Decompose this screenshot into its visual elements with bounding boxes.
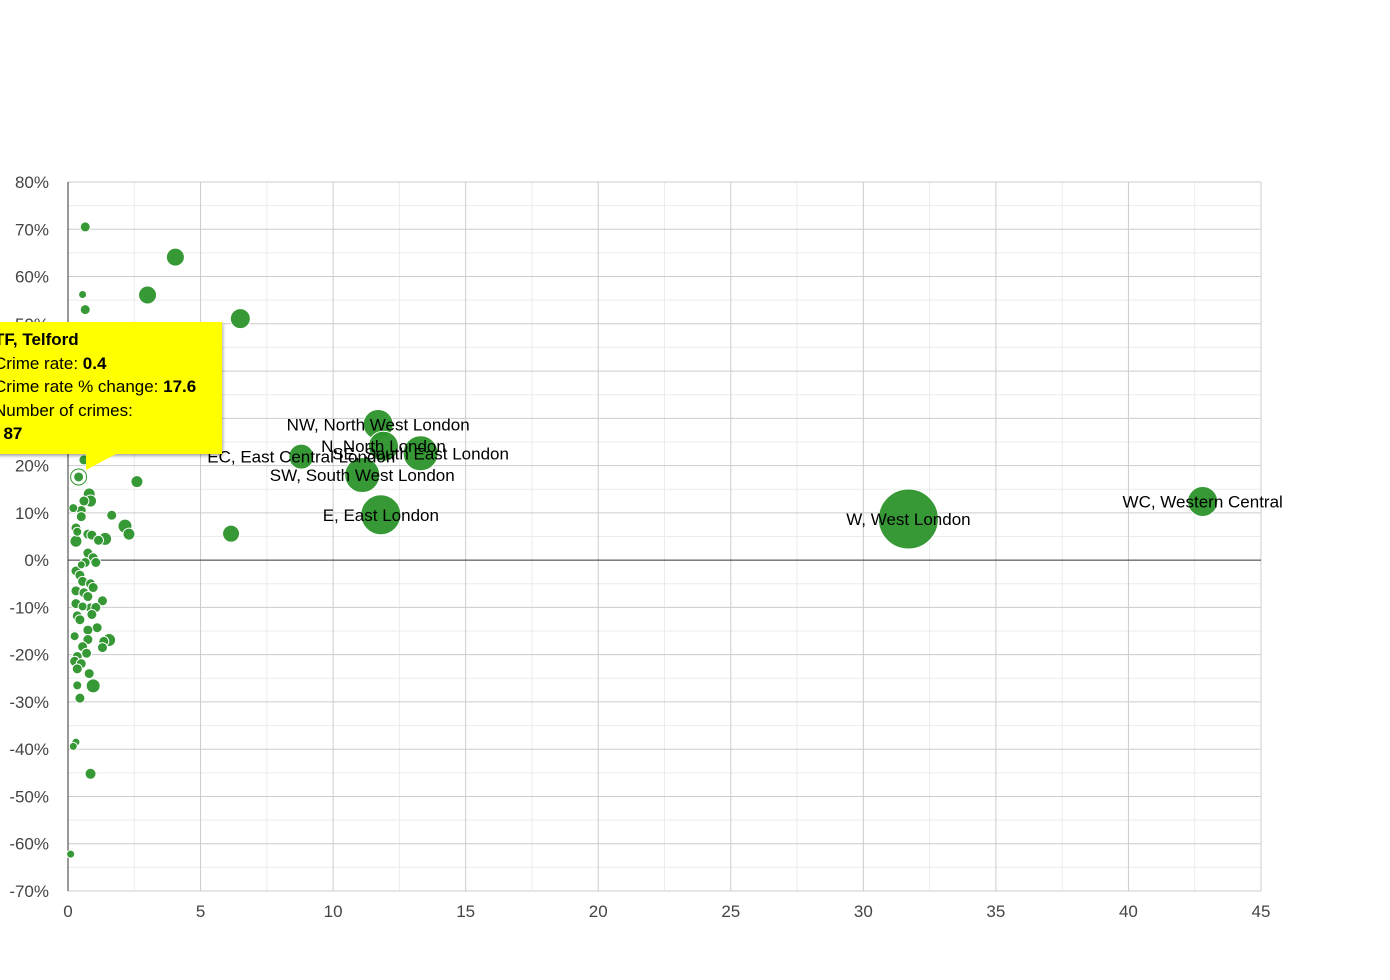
bubble-point bbox=[360, 494, 402, 536]
bubble-label: E, East London bbox=[323, 506, 439, 525]
y-tick-label: 80% bbox=[15, 173, 49, 192]
bubble-point bbox=[122, 527, 136, 541]
y-tick-label: -10% bbox=[9, 598, 49, 617]
bubble-point bbox=[71, 663, 83, 675]
bubble-point bbox=[79, 304, 91, 316]
tooltip-count-value: 87 bbox=[3, 424, 23, 443]
minor-gridlines bbox=[68, 182, 1261, 891]
tooltip-pointer bbox=[86, 454, 116, 470]
bubble-label: NW, North West London bbox=[287, 415, 470, 434]
bubble-point bbox=[92, 534, 104, 546]
bubble-label: SE, South East London bbox=[332, 444, 509, 463]
y-tick-label: -40% bbox=[9, 740, 49, 759]
bubble-point bbox=[91, 622, 103, 634]
bubble-label: N, North London bbox=[321, 437, 446, 456]
y-tick-label: -70% bbox=[9, 882, 49, 901]
x-tick-label: 35 bbox=[986, 902, 1005, 921]
bubble-point bbox=[82, 591, 94, 603]
bubble-point bbox=[81, 647, 93, 659]
y-tick-label: 20% bbox=[15, 457, 49, 476]
bubble-point bbox=[83, 668, 95, 680]
bubble-point bbox=[77, 601, 88, 612]
x-tick-label: 30 bbox=[854, 902, 873, 921]
tooltip-change-row: Crime rate % change: 17.6 bbox=[0, 375, 222, 399]
x-axis-tick-labels: 0 5 10 15 20 25 30 35 40 45 bbox=[63, 902, 1270, 921]
bubble-label: WC, Western Central bbox=[1123, 493, 1283, 512]
bubble-point bbox=[68, 741, 78, 751]
y-tick-label: -60% bbox=[9, 835, 49, 854]
bubble-point bbox=[402, 435, 439, 472]
tooltip-count-row: 87 bbox=[0, 422, 222, 446]
bubble-point bbox=[96, 642, 108, 654]
tooltip-rate-label: Crime rate: bbox=[0, 353, 83, 373]
bubble-point bbox=[367, 430, 399, 462]
bubble-point bbox=[138, 285, 158, 305]
x-tick-label: 45 bbox=[1252, 902, 1271, 921]
bubble-point bbox=[69, 631, 80, 642]
bubble-point bbox=[73, 471, 85, 483]
y-tick-label: 0% bbox=[24, 551, 49, 570]
bubble-point bbox=[84, 767, 97, 780]
y-tick-label: 70% bbox=[15, 220, 49, 239]
bubble-labels: WC, Western Central W, West London NW, Nor… bbox=[207, 415, 1283, 529]
tooltip-rate-row: Crime rate: 0.4 bbox=[0, 352, 222, 376]
bubble-point bbox=[90, 556, 102, 568]
bubble-point bbox=[72, 526, 83, 537]
tooltip: TF, Telford Crime rate: 0.4 Crime rate %… bbox=[0, 322, 222, 454]
bubble-point bbox=[66, 849, 76, 859]
bubble-point bbox=[78, 495, 90, 507]
bubble-point bbox=[229, 308, 251, 330]
bubble-point bbox=[68, 503, 79, 514]
x-tick-label: 40 bbox=[1119, 902, 1138, 921]
x-tick-label: 0 bbox=[63, 902, 72, 921]
bubble-point bbox=[344, 457, 381, 494]
y-tick-label: -50% bbox=[9, 787, 49, 806]
tooltip-change-label: Crime rate % change: bbox=[0, 377, 164, 396]
bubble-label: SW, South West London bbox=[270, 466, 455, 485]
bubble-point bbox=[106, 509, 118, 521]
bubble-point bbox=[288, 443, 315, 470]
bubble-point bbox=[165, 247, 185, 267]
bubble-point bbox=[79, 221, 91, 233]
x-tick-label: 10 bbox=[324, 902, 343, 921]
bubble-point bbox=[76, 560, 86, 570]
tooltip-title: TF, Telford bbox=[0, 330, 79, 349]
major-gridlines bbox=[67, 181, 1262, 892]
y-tick-label: -20% bbox=[9, 646, 49, 665]
x-tick-label: 25 bbox=[721, 902, 740, 921]
bubble-point bbox=[96, 595, 108, 607]
tooltip-change-value: 17.6 bbox=[163, 377, 197, 396]
bubble-label: W, West London bbox=[846, 510, 970, 529]
bubble-point bbox=[74, 692, 86, 704]
bubble-point bbox=[877, 488, 939, 550]
y-tick-label: 60% bbox=[15, 268, 49, 287]
bubble-point bbox=[74, 614, 86, 626]
y-axis-tick-labels: 80%70%60%50%40%30%20%10%0%-10%-20%-30%-4… bbox=[9, 173, 49, 901]
bubble-point bbox=[130, 475, 144, 489]
bubble-series bbox=[66, 221, 1219, 859]
bubble-point bbox=[82, 624, 94, 636]
tooltip-count-label: Number of crimes: bbox=[0, 400, 133, 420]
x-tick-label: 5 bbox=[196, 902, 205, 921]
bubble-point bbox=[1187, 486, 1219, 518]
bubble-point bbox=[87, 582, 99, 594]
tooltip-rate-value: 0.4 bbox=[82, 353, 107, 373]
bubble-point bbox=[78, 289, 88, 299]
bubble-point bbox=[222, 524, 241, 543]
bubble-point bbox=[72, 680, 83, 691]
x-tick-label: 15 bbox=[456, 902, 475, 921]
x-tick-label: 20 bbox=[589, 902, 608, 921]
bubble-point bbox=[86, 608, 98, 620]
bubble-point bbox=[85, 678, 101, 694]
y-tick-label: -30% bbox=[9, 693, 49, 712]
bubble-label: EC, East Central London bbox=[207, 448, 395, 467]
bubble-point bbox=[75, 511, 87, 523]
y-tick-label: 10% bbox=[15, 504, 49, 523]
bubble-point bbox=[69, 534, 83, 548]
